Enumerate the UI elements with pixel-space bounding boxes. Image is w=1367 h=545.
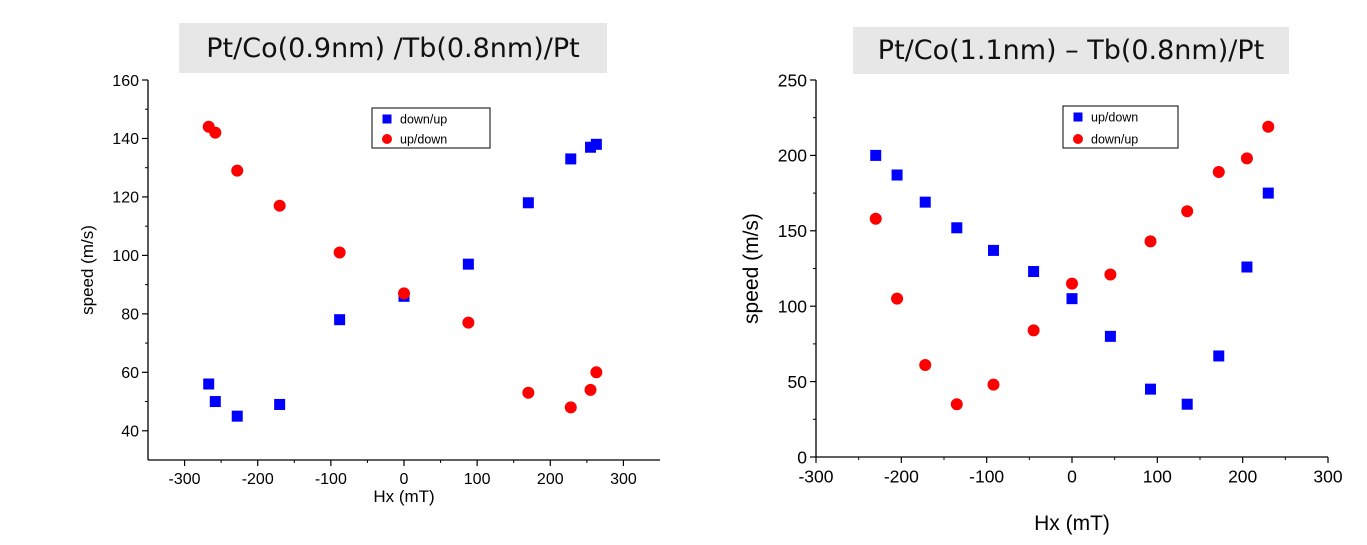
left-point-down-up — [585, 141, 597, 153]
left-point-down-up — [231, 410, 243, 422]
left-point-up-down — [398, 287, 410, 300]
right-point-down-up — [1240, 152, 1253, 165]
left-y-tick-label: 40 — [121, 424, 139, 441]
right-x-tick-label: -100 — [969, 467, 1004, 487]
right-point-down-up — [1212, 165, 1225, 178]
left-point-up-down — [522, 386, 535, 399]
left-y-tick-label: 140 — [112, 131, 139, 148]
right-point-up-down — [1028, 266, 1040, 278]
right-x-tick-label: 100 — [1143, 467, 1172, 487]
left-point-up-down — [590, 366, 603, 379]
left-point-down-up — [274, 398, 286, 410]
left-legend-marker — [382, 114, 392, 124]
right-legend-marker — [1073, 134, 1083, 144]
left-x-tick-label: -100 — [315, 471, 347, 488]
left-point-up-down — [564, 401, 577, 414]
right-point-up-down — [919, 196, 931, 208]
right-point-down-up — [919, 359, 932, 372]
right-y-tick-label: 150 — [778, 221, 807, 241]
right-point-up-down — [891, 169, 903, 181]
left-point-up-down — [231, 164, 244, 177]
right-point-down-up — [891, 292, 904, 305]
right-point-down-up — [1104, 268, 1117, 281]
left-legend-marker — [382, 134, 392, 144]
right-y-tick-label: 200 — [778, 146, 807, 166]
right-point-up-down — [987, 244, 999, 256]
left-point-up-down — [209, 126, 222, 139]
right-point-down-up — [987, 378, 1000, 391]
left-point-down-up — [522, 197, 534, 209]
right-legend-label: up/down — [1091, 111, 1138, 125]
right-point-up-down — [870, 149, 882, 161]
right-point-down-up — [1262, 120, 1275, 133]
right-point-down-up — [869, 212, 882, 225]
left-legend-label: down/up — [400, 113, 447, 127]
right-y-tick-label: 250 — [778, 70, 807, 90]
left-y-axis-title: speed (m/s) — [78, 225, 97, 315]
left-y-tick-label: 60 — [121, 365, 139, 382]
right-point-up-down — [1145, 383, 1157, 395]
left-legend-label: up/down — [400, 133, 447, 147]
left-point-up-down — [462, 316, 475, 329]
left-x-tick-label: 300 — [610, 471, 637, 488]
right-y-tick-label: 0 — [797, 447, 807, 467]
right-point-up-down — [1066, 293, 1078, 305]
left-point-up-down — [273, 199, 286, 212]
right-point-down-up — [1144, 235, 1157, 248]
left-y-tick-label: 120 — [112, 190, 139, 207]
left-y-tick-label: 80 — [121, 307, 139, 324]
left-point-up-down — [584, 383, 597, 396]
right-x-tick-label: -200 — [884, 467, 919, 487]
right-point-up-down — [1241, 261, 1253, 273]
left-point-down-up — [590, 138, 602, 150]
chart-title-left: Pt/Co(0.9nm) /Tb(0.8nm)/Pt — [179, 23, 607, 73]
left-point-down-up — [462, 258, 474, 270]
left-x-tick-label: 0 — [400, 471, 409, 488]
left-x-tick-label: 100 — [464, 471, 491, 488]
left-x-tick-label: -300 — [169, 471, 201, 488]
right-point-down-up — [950, 398, 963, 411]
right-point-up-down — [1104, 330, 1116, 342]
left-x-tick-label: -200 — [242, 471, 274, 488]
right-y-axis-title: speed (m/s) — [740, 213, 763, 324]
right-x-tick-label: 0 — [1067, 467, 1077, 487]
right-point-down-up — [1027, 324, 1040, 337]
left-point-down-up — [209, 396, 221, 408]
left-point-down-up — [565, 153, 577, 165]
chart-title-right: Pt/Co(1.1nm) – Tb(0.8nm)/Pt — [853, 27, 1289, 74]
right-x-tick-label: -300 — [798, 467, 833, 487]
left-point-up-down — [333, 246, 346, 259]
left-y-tick-label: 100 — [112, 248, 139, 265]
right-point-up-down — [951, 222, 963, 234]
left-legend-box — [371, 107, 491, 149]
left-point-down-up — [203, 378, 215, 390]
right-legend-marker — [1073, 112, 1083, 122]
right-point-down-up — [1181, 205, 1194, 218]
right-y-tick-label: 100 — [778, 297, 807, 317]
right-point-up-down — [1181, 398, 1193, 410]
left-x-axis-title: Hx (mT) — [373, 487, 434, 506]
right-point-up-down — [1213, 350, 1225, 362]
left-point-down-up — [334, 314, 346, 326]
right-legend-label: down/up — [1091, 133, 1138, 147]
right-x-axis-title: Hx (mT) — [1034, 512, 1110, 535]
right-point-down-up — [1066, 277, 1078, 290]
right-y-tick-label: 50 — [788, 372, 808, 392]
left-x-tick-label: 200 — [537, 471, 564, 488]
right-point-up-down — [1262, 187, 1274, 199]
right-x-tick-label: 300 — [1313, 467, 1342, 487]
right-x-tick-label: 200 — [1228, 467, 1257, 487]
left-y-tick-label: 160 — [112, 73, 139, 90]
